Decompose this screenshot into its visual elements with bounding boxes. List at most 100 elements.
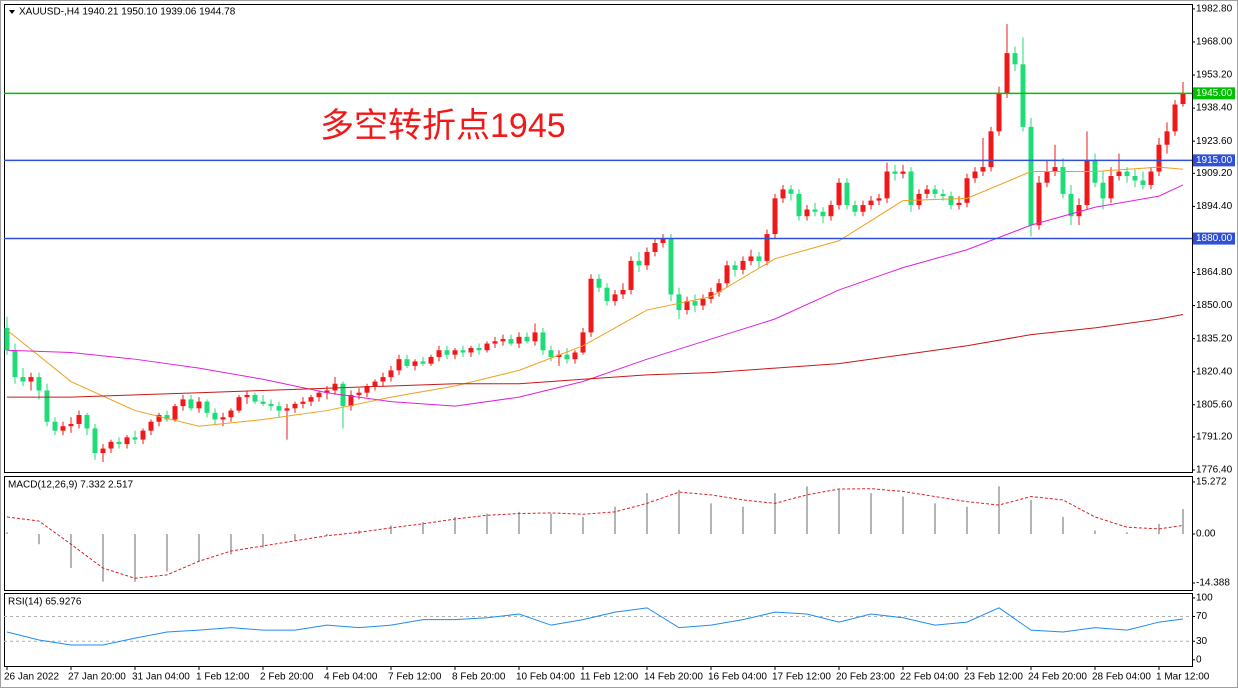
candle-body xyxy=(84,415,90,429)
macd-bar xyxy=(998,486,1000,535)
candle-body xyxy=(652,243,658,252)
candle-body xyxy=(300,401,306,404)
candle-body xyxy=(972,171,978,179)
macd-bar xyxy=(902,496,904,535)
candle-body xyxy=(492,341,498,344)
candle-body xyxy=(212,412,218,420)
y-tick-label: 1938.40 xyxy=(1196,103,1233,114)
candle-body xyxy=(732,265,738,270)
candle-body xyxy=(716,283,722,293)
candle-body xyxy=(204,401,210,413)
candle-body xyxy=(740,260,746,270)
candle-body xyxy=(908,171,914,206)
y-tick-label: 0.00 xyxy=(1196,529,1216,540)
candle-body xyxy=(772,198,778,235)
macd-bar xyxy=(646,493,648,535)
candle-body xyxy=(644,251,650,266)
candle-body xyxy=(556,354,562,357)
y-tick-label: 1968.00 xyxy=(1196,37,1233,48)
macd-bar xyxy=(710,503,712,535)
candle-body xyxy=(44,390,50,422)
macd-bar xyxy=(806,486,808,535)
candle-body xyxy=(1044,171,1050,183)
candle-body xyxy=(1156,144,1162,172)
candle-body xyxy=(812,209,818,212)
candle-body xyxy=(228,410,234,418)
candle-body xyxy=(292,403,298,409)
candle-body xyxy=(1052,167,1058,172)
candle-body xyxy=(28,377,34,382)
macd-bar xyxy=(518,511,520,535)
macd-bar xyxy=(1094,530,1096,535)
x-tick-label: 7 Feb 12:00 xyxy=(388,672,442,683)
candle-body xyxy=(1148,171,1154,185)
x-tick-label: 10 Feb 04:00 xyxy=(516,672,575,683)
candle-body xyxy=(1164,131,1170,145)
macd-bar xyxy=(1126,532,1128,535)
candle-body xyxy=(1108,176,1114,199)
candle-body xyxy=(668,238,674,295)
candle-body xyxy=(860,205,866,212)
macd-bar xyxy=(1030,499,1032,535)
candle-body xyxy=(188,399,194,409)
x-tick-label: 26 Jan 2022 xyxy=(4,672,59,683)
candle-body xyxy=(68,423,74,427)
candle-body xyxy=(852,205,858,212)
candle-body xyxy=(156,415,162,422)
candle-body xyxy=(308,397,314,402)
macd-bar xyxy=(582,516,584,535)
candle-body xyxy=(260,401,266,404)
candle-body xyxy=(476,348,482,351)
candle-body xyxy=(604,287,610,302)
candle-body xyxy=(316,392,322,398)
macd-bar xyxy=(614,506,616,535)
x-tick-label: 4 Feb 04:00 xyxy=(324,672,378,683)
moving-average xyxy=(7,314,1184,398)
y-tick-label: 1953.20 xyxy=(1196,70,1233,81)
candle-body xyxy=(452,350,458,355)
x-tick-label: 31 Jan 04:00 xyxy=(132,672,190,683)
candle-body xyxy=(508,339,514,344)
candle-body xyxy=(1020,64,1026,127)
macd-bar xyxy=(1062,516,1064,535)
macd-bar xyxy=(262,534,264,548)
candle-body xyxy=(180,399,186,407)
moving-average xyxy=(6,184,1184,407)
macd-bar xyxy=(486,513,488,535)
y-tick-label: 0 xyxy=(1196,654,1202,665)
y-tick-label: 70 xyxy=(1196,611,1208,622)
candle-body xyxy=(620,289,626,295)
candle-body xyxy=(20,377,26,382)
macd-bar xyxy=(198,534,200,562)
candle-body xyxy=(1060,167,1066,194)
macd-bar xyxy=(166,534,168,572)
candle-body xyxy=(540,332,546,351)
y-tick-label: 1791.20 xyxy=(1196,432,1233,443)
level-tag-label: 1945.00 xyxy=(1196,88,1233,99)
candle-body xyxy=(52,421,58,431)
candle-body xyxy=(940,193,946,197)
candle-body xyxy=(324,390,330,393)
x-tick-label: 2 Feb 20:00 xyxy=(260,672,314,683)
candle-body xyxy=(636,260,642,266)
candle-body xyxy=(572,352,578,360)
candle-body xyxy=(148,421,154,431)
y-tick-label: 1923.60 xyxy=(1196,136,1233,147)
candle-body xyxy=(764,234,770,261)
macd-bar xyxy=(390,525,392,535)
candle-body xyxy=(380,377,386,382)
y-tick-label: 1864.80 xyxy=(1196,267,1233,278)
x-tick-label: 28 Feb 04:00 xyxy=(1092,672,1151,683)
macd-bar xyxy=(454,516,456,535)
candle-body xyxy=(116,441,122,445)
macd-bar xyxy=(326,534,328,536)
candle-body xyxy=(956,202,962,206)
candle-body xyxy=(820,211,826,217)
x-tick-label: 16 Feb 04:00 xyxy=(708,672,767,683)
candle-body xyxy=(460,350,466,353)
candle-body xyxy=(12,350,18,378)
candle-body xyxy=(108,441,114,449)
macd-title: MACD(12,26,9) 7.332 2.517 xyxy=(8,480,134,491)
candle-body xyxy=(756,256,762,261)
